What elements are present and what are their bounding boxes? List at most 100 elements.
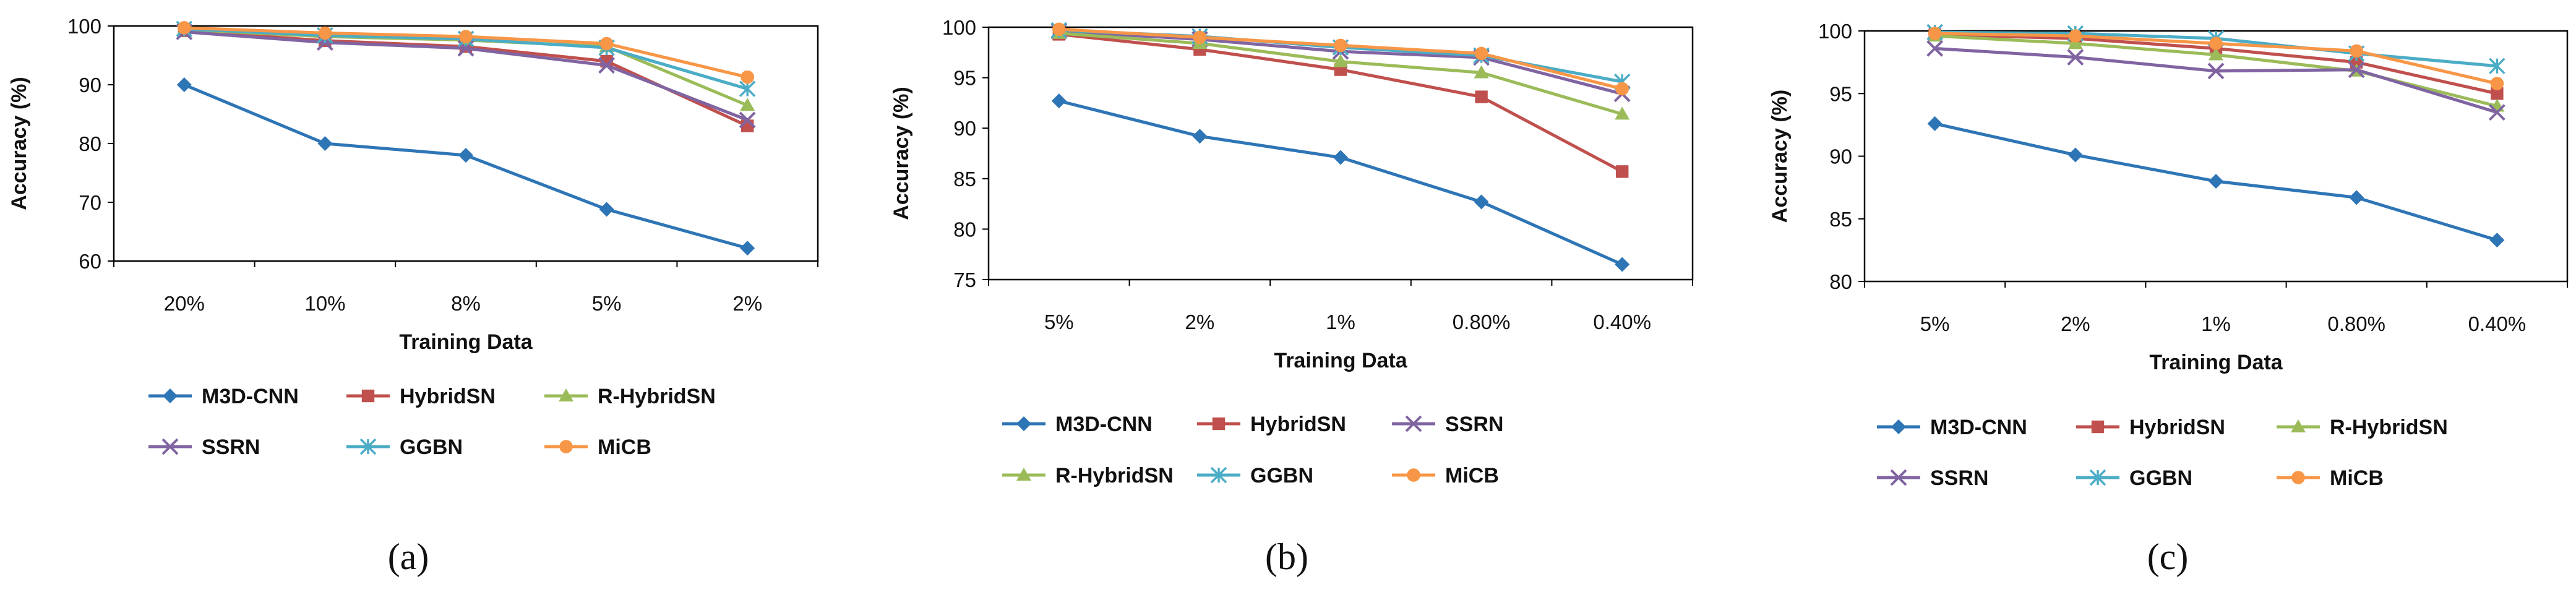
legend-marker-micb [1407,468,1420,482]
data-point-ssrn [2207,62,2225,80]
x-tick-label: 20% [164,292,205,315]
legend-item-m3d-cnn: M3D-CNN [1002,413,1153,436]
legend-item-ssrn: SSRN [1877,466,1988,490]
data-point-m3d-cnn [740,241,755,256]
data-point-m3d-cnn [1927,116,1943,131]
x-axis-title: Training Data [399,330,533,354]
legend-marker-ssrn [1405,415,1422,432]
legend-item-r-hybridsn: R-HybridSN [2277,416,2448,439]
legend-marker-m3d-cnn [1016,416,1031,431]
data-point-micb [1334,38,1347,53]
legend-marker-r-hybridsn [559,388,573,401]
data-point-m3d-cnn [176,77,192,92]
series-micb [1052,22,1629,96]
data-point-micb [178,21,191,35]
legend-item-r-hybridsn: R-HybridSN [1002,464,1174,487]
legend-marker-ggbn [1210,466,1227,484]
data-point-micb [318,26,332,40]
plot-frame [1863,30,2569,283]
data-point-ggbn [739,80,756,97]
x-tick-label: 0.40% [1593,311,1651,333]
data-point-m3d-cnn [458,148,473,163]
legend-item-r-hybridsn: R-HybridSN [544,385,716,408]
x-tick-label: 0.80% [1453,311,1511,333]
series-m3d-cnn [1927,116,2505,248]
data-point-ssrn [2067,49,2084,66]
legend-label: SSRN [202,435,260,459]
legend-marker-hybridsn [2091,420,2105,434]
data-point-r-hybridsn [1474,65,1489,79]
data-point-hybridsn [1616,165,1629,178]
data-point-r-hybridsn [2209,47,2223,61]
data-point-ssrn [598,57,616,74]
panel-label: (c) [2147,536,2189,577]
legend-item-micb: MiCB [1392,464,1499,487]
y-tick-label: 85 [1829,208,1852,231]
panel-label: (b) [1265,536,1308,577]
x-tick-label: 0.80% [2327,312,2385,335]
legend-item-ssrn: SSRN [1392,413,1503,436]
legend-item-ggbn: GGBN [1197,464,1313,487]
data-point-m3d-cnn [2489,233,2505,248]
y-tick-label: 90 [953,117,976,140]
y-tick-label: 60 [79,250,101,273]
legend-label: MiCB [1445,464,1499,487]
x-tick-label: 2% [1185,311,1215,333]
x-tick-label: 8% [451,292,481,315]
legend-marker-hybridsn [361,389,375,403]
data-point-m3d-cnn [2349,190,2364,205]
y-tick-label: 85 [953,168,976,191]
legend-marker-m3d-cnn [1891,419,1906,434]
x-tick-label: 2% [732,292,762,315]
legend-item-hybridsn: HybridSN [1197,413,1346,436]
data-point-m3d-cnn [1474,194,1489,210]
legend: M3D-CNN HybridSN R-HybridSN SSRN GGBN MiCB [148,385,716,459]
y-axis-title: Accuracy (%) [7,77,31,210]
x-tick-label: 1% [2201,312,2231,335]
x-tick-label: 2% [2061,312,2090,335]
legend-marker-r-hybridsn [1016,468,1031,481]
legend-marker-m3d-cnn [163,388,178,403]
x-axis-title: Training Data [2149,351,2283,374]
chart-3: 80 85 90 95 100 5% 2% 1% 0.80% 0.40% Training Data… [1768,20,2569,577]
y-axis-title: Accuracy (%) [1768,90,1792,223]
data-point-ggbn [2489,58,2505,74]
x-axis-title: Training Data [1274,349,1407,372]
y-tick-label: 80 [953,218,976,241]
data-point-micb [741,70,754,84]
data-point-micb [2350,44,2363,58]
data-point-m3d-cnn [1333,150,1348,165]
data-point-hybridsn [2491,87,2504,100]
legend-item-m3d-cnn: M3D-CNN [1877,416,2027,439]
legend-label: R-HybridSN [2330,416,2448,439]
legend-item-m3d-cnn: M3D-CNN [148,385,299,408]
legend-label: R-HybridSN [598,385,716,408]
data-point-m3d-cnn [1192,129,1208,144]
data-point-micb [1052,22,1066,36]
legend-item-micb: MiCB [544,435,651,459]
panel-label: (a) [388,536,429,577]
y-tick-label: 95 [953,67,976,90]
x-tick-label: 5% [1044,311,1074,333]
legend-label: MiCB [2330,466,2384,490]
data-point-m3d-cnn [2209,174,2223,189]
data-point-micb [599,36,614,51]
y-tick-label: 95 [1829,82,1852,105]
series-ssrn [1926,40,2505,121]
data-point-m3d-cnn [317,136,333,151]
legend-label: HybridSN [2129,416,2225,439]
y-tick-label: 80 [1829,270,1852,293]
legend-item-ssrn: SSRN [148,435,260,459]
legend-item-ggbn: GGBN [2076,466,2192,490]
legend-marker-ggbn [2089,469,2106,486]
legend-label: MiCB [598,435,651,459]
y-tick-label: 100 [1818,20,1852,43]
legend-label: HybridSN [400,385,496,408]
legend-label: SSRN [1930,466,1988,490]
y-tick-label: 75 [953,268,976,291]
data-point-r-hybridsn [1615,106,1630,120]
legend-marker-ggbn [359,438,377,455]
legend-label: M3D-CNN [1930,416,2027,439]
x-tick-label: 5% [1920,312,1950,335]
